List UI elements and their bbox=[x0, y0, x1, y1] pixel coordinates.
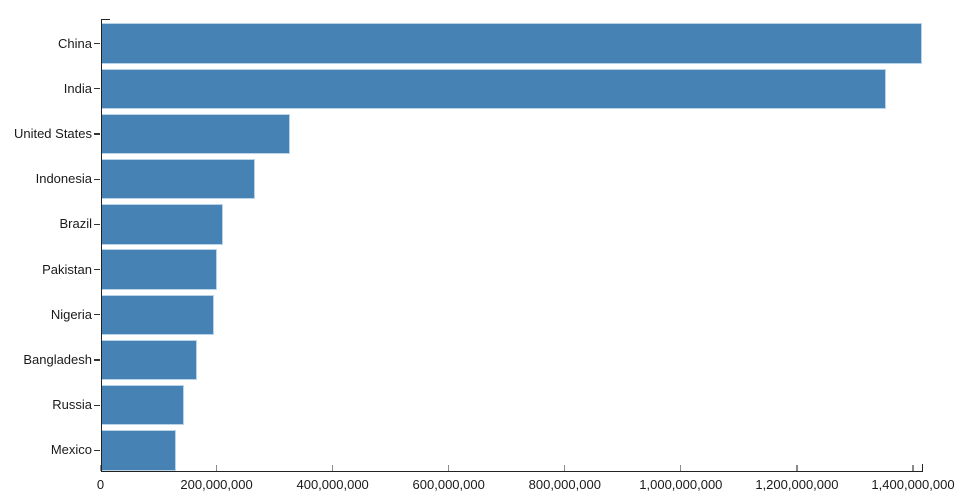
x-axis-label: 0 bbox=[96, 477, 105, 492]
bar-bangladesh bbox=[101, 339, 198, 381]
y-axis-label-bangladesh: Bangladesh bbox=[23, 352, 92, 367]
x-axis-label: 600,000,000 bbox=[412, 477, 485, 492]
y-axis-label-china: China bbox=[58, 35, 92, 51]
bar-united-states bbox=[101, 113, 291, 155]
y-axis-tick bbox=[94, 269, 100, 271]
y-axis-label-brazil: Brazil bbox=[59, 216, 92, 232]
y-axis-label-mexico: Mexico bbox=[50, 442, 92, 458]
x-axis-label: 1,200,000,000 bbox=[755, 477, 839, 492]
y-axis-tick bbox=[94, 314, 100, 316]
y-axis-top-stub bbox=[100, 19, 110, 21]
bar-india bbox=[101, 68, 887, 110]
x-axis-tick bbox=[448, 465, 450, 471]
y-axis-tick bbox=[94, 223, 100, 225]
x-axis-line bbox=[100, 471, 923, 473]
bar-china bbox=[101, 23, 922, 64]
x-axis-tick bbox=[99, 465, 102, 471]
bar-pakistan bbox=[101, 249, 218, 290]
y-axis-label-russia: Russia bbox=[52, 397, 92, 413]
x-axis-tick bbox=[564, 465, 566, 471]
y-axis-tick bbox=[94, 449, 100, 451]
y-axis-line bbox=[100, 19, 102, 472]
bar-indonesia bbox=[101, 158, 256, 200]
x-axis-label: 1,000,000,000 bbox=[639, 477, 723, 492]
x-axis-tick bbox=[680, 465, 682, 471]
bar-mexico bbox=[101, 430, 177, 471]
y-axis-label-pakistan: Pakistan bbox=[42, 261, 92, 277]
y-axis-tick bbox=[94, 88, 100, 90]
y-axis-tick bbox=[94, 43, 100, 45]
bar-russia bbox=[101, 384, 185, 426]
y-axis-tick bbox=[94, 359, 100, 361]
x-axis-label: 400,000,000 bbox=[296, 477, 369, 492]
x-axis-label: 1,400,000,000 bbox=[871, 477, 955, 492]
x-axis-label: 800,000,000 bbox=[528, 477, 601, 492]
bar-brazil bbox=[101, 204, 223, 245]
x-axis-tick bbox=[796, 465, 798, 471]
x-axis-label: 200,000,000 bbox=[180, 477, 253, 492]
y-axis-tick bbox=[94, 133, 100, 135]
x-axis-tick bbox=[332, 465, 334, 471]
bar-nigeria bbox=[101, 294, 215, 336]
x-axis-end-stub bbox=[921, 464, 924, 471]
y-axis-label-nigeria: Nigeria bbox=[50, 306, 92, 322]
x-axis-tick bbox=[912, 465, 914, 471]
x-axis-tick bbox=[215, 465, 218, 471]
y-axis-label-united-states: United States bbox=[13, 126, 92, 141]
y-axis-label-india: India bbox=[63, 80, 92, 96]
y-axis-tick bbox=[94, 404, 100, 406]
y-axis-label-indonesia: Indonesia bbox=[35, 171, 92, 187]
y-axis-tick bbox=[94, 178, 100, 180]
